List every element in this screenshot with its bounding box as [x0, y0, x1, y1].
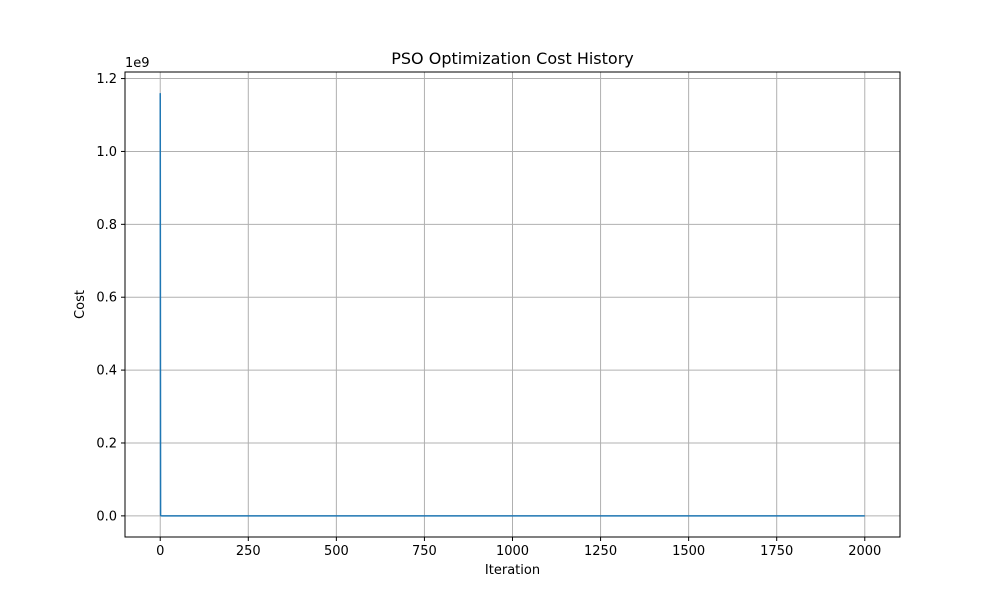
- y-tick-label: 0.4: [96, 364, 117, 379]
- series-layer: [159, 93, 865, 517]
- y-axis-label: Cost: [73, 290, 88, 319]
- x-tick-label: 1500: [672, 544, 705, 559]
- x-tick-label: 750: [412, 544, 437, 559]
- y-tick-label: 0.0: [96, 509, 117, 524]
- y-tick-label: 0.2: [96, 436, 117, 451]
- axis-ticks: 0 250 500 750 1000 1250 1500 1750 2000 0.0 0.2 0.4 0…: [96, 72, 881, 559]
- x-tick-label: 250: [236, 544, 261, 559]
- x-tick-label: 2000: [848, 544, 881, 559]
- x-tick-label: 1000: [496, 544, 529, 559]
- y-tick-label: 0.8: [96, 218, 117, 233]
- y-tick-label: 0.6: [96, 291, 117, 306]
- x-tick-label: 1750: [760, 544, 793, 559]
- y-tick-label: 1.0: [96, 145, 117, 160]
- y-tick-label: 1.2: [96, 72, 117, 87]
- x-axis-label: Iteration: [485, 563, 540, 578]
- x-tick-label: 1250: [584, 544, 617, 559]
- y-axis-offset-text: 1e9: [125, 56, 150, 71]
- x-tick-label: 0: [156, 544, 164, 559]
- cost-history-line: [159, 93, 865, 517]
- chart-title: PSO Optimization Cost History: [391, 49, 634, 68]
- x-tick-label: 500: [324, 544, 349, 559]
